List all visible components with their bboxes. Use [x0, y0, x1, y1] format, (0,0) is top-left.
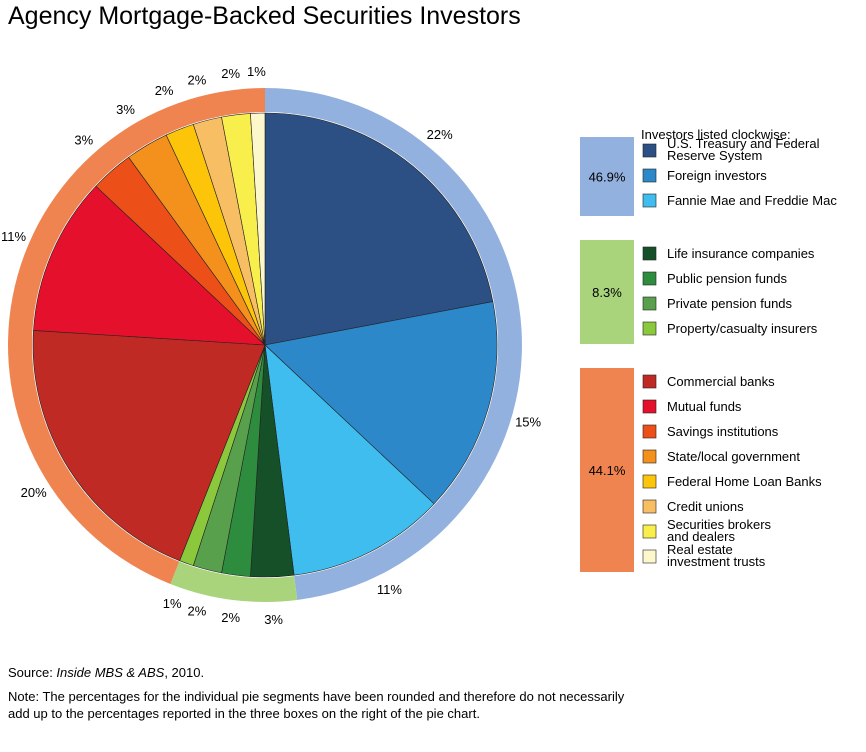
pie-slice: [264, 301, 498, 505]
slice-label: 22%: [427, 127, 453, 142]
pie-slice: [33, 185, 266, 346]
legend-label: Property/casualty insurers: [667, 321, 818, 336]
legend-label: Real estate investment trusts: [667, 542, 766, 569]
pie-slice: [264, 344, 435, 576]
group-percent: 44.1%: [589, 463, 626, 478]
legend: Investors listed clockwise: 46.9% U.S. Tr…: [580, 127, 837, 572]
legend-label: Federal Home Loan Banks: [667, 474, 822, 489]
slice-label: 15%: [515, 414, 541, 429]
slice-label: 1%: [163, 596, 182, 611]
legend-label: Commercial banks: [667, 374, 775, 389]
legend-label: State/local government: [667, 449, 800, 464]
pie-slice: [250, 112, 266, 346]
slice-label: 2%: [188, 73, 207, 88]
slice-label: 3%: [264, 612, 283, 627]
legend-swatch: [642, 296, 657, 311]
legend-swatch: [642, 168, 657, 183]
slice-label: 11%: [1, 229, 26, 244]
legend-label: Life insurance companies: [667, 246, 815, 261]
pie-slice: [32, 330, 266, 562]
legend-swatch: [642, 424, 657, 439]
legend-label: Public pension funds: [667, 271, 787, 286]
chart-title: Agency Mortgage-Backed Securities Invest…: [8, 2, 521, 30]
legend-swatch: [642, 143, 657, 158]
slice-label: 20%: [21, 485, 47, 500]
legend-swatch: [642, 524, 657, 539]
slice-label: 2%: [188, 603, 207, 618]
slice-label: 2%: [155, 83, 174, 98]
legend-swatch: [642, 399, 657, 414]
source-prefix: Source:: [8, 665, 57, 680]
legend-label: Savings institutions: [667, 424, 779, 439]
legend-swatch: [642, 499, 657, 514]
legend-swatch: [642, 474, 657, 489]
slice-labels: 22% 15% 11% 3% 2% 2% 1% 20% 11% 3% 3% 2% 2% 2% 1%: [1, 64, 542, 627]
legend-swatch: [642, 374, 657, 389]
group-percent: 8.3%: [592, 285, 622, 300]
source-line: Source: Inside MBS & ABS, 2010.: [8, 665, 204, 680]
pie-slice: [264, 112, 494, 346]
legend-label: U.S. Treasury and Federal Reserve System: [667, 136, 820, 163]
legend-swatch: [642, 246, 657, 261]
legend-label: Fannie Mae and Freddie Mac: [667, 193, 837, 208]
pie-chart: 22% 15% 11% 3% 2% 2% 1% 20% 11% 3% 3% 2% 2% 2% 1% Inve…: [1, 64, 837, 627]
legend-heading: Investors listed clockwise:: [641, 127, 791, 142]
slice-label: 3%: [116, 102, 135, 117]
pie-slices: [32, 112, 498, 578]
group-box: [580, 368, 634, 572]
legend-swatch: [642, 271, 657, 286]
legend-label: Private pension funds: [667, 296, 793, 311]
group-percent: 46.9%: [589, 170, 626, 185]
group-box: [580, 240, 634, 344]
source-suffix: , 2010.: [164, 665, 205, 680]
legend-label: Credit unions: [667, 499, 744, 514]
legend-label: Mutual funds: [667, 399, 742, 414]
legend-swatch: [642, 549, 657, 564]
footnote: Note: The percentages for the individual…: [8, 689, 625, 721]
slice-label: 3%: [74, 133, 93, 148]
legend-swatch: [642, 321, 657, 336]
slice-label: 11%: [377, 582, 402, 597]
slice-label: 2%: [221, 66, 240, 81]
slice-label: 2%: [221, 610, 240, 625]
legend-swatch: [642, 449, 657, 464]
slice-label: 1%: [247, 64, 266, 79]
source-title: Inside MBS & ABS: [56, 665, 165, 680]
legend-label: Securities brokers and dealers: [667, 517, 772, 544]
legend-swatch: [642, 193, 657, 208]
group-box: [580, 137, 634, 216]
legend-label: Foreign investors: [667, 168, 767, 183]
